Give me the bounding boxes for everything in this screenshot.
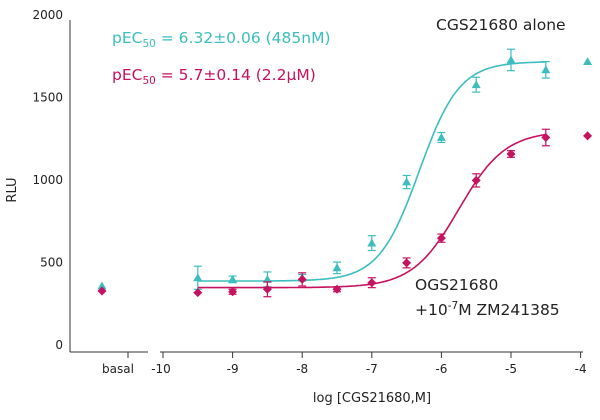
data-point	[583, 57, 593, 65]
series-label-zm-line1: OGS21680	[415, 276, 498, 294]
x-tick-label: -9	[227, 362, 239, 376]
x-tick-label: -6	[435, 362, 447, 376]
pec50-alone-annotation: pEC50 = 6.32±0.06 (485nM)	[112, 29, 331, 50]
y-tick-label: 0	[55, 338, 63, 352]
y-axis-title: RLU	[5, 177, 20, 202]
data-point	[193, 273, 203, 282]
fit-curve	[197, 133, 546, 289]
y-ticks: 0 500 1000 1500 2000	[32, 8, 63, 352]
plot-area	[97, 48, 593, 298]
series-cgs21680-zm241385	[97, 128, 593, 298]
series-label-zm-line2: +10-7M ZM241385	[415, 300, 560, 319]
data-point	[471, 80, 481, 89]
pec50-zm-annotation: pEC50 = 5.7±0.14 (2.2µM)	[112, 66, 316, 87]
data-point	[436, 233, 446, 243]
fit-curve	[197, 61, 546, 282]
data-point	[506, 55, 516, 64]
data-point	[506, 149, 516, 159]
data-point	[228, 274, 238, 283]
x-tick-label: -10	[151, 362, 171, 376]
series-label-alone: CGS21680 alone	[436, 16, 566, 34]
y-tick-label: 500	[40, 256, 63, 270]
y-tick-label: 1000	[32, 173, 63, 187]
data-point	[193, 288, 203, 298]
x-tick-label: -8	[296, 362, 308, 376]
data-point	[436, 133, 446, 141]
series-cgs21680-alone	[97, 48, 593, 290]
data-point	[228, 287, 238, 297]
data-point	[583, 131, 593, 141]
data-point-basal	[97, 286, 107, 296]
data-point	[262, 284, 272, 294]
data-point	[402, 258, 412, 268]
x-ticks: basal -10 -9 -8 -7 -6 -5 -4	[102, 352, 587, 376]
data-point	[471, 175, 481, 185]
data-point	[541, 65, 551, 74]
data-point	[367, 278, 377, 288]
data-point	[367, 238, 377, 247]
x-tick-label: -7	[366, 362, 378, 376]
data-point-basal	[97, 281, 107, 290]
x-tick-label: -5	[505, 362, 517, 376]
y-tick-label: 2000	[32, 8, 63, 22]
data-point	[262, 274, 272, 283]
data-point	[297, 274, 307, 284]
data-point	[332, 263, 342, 272]
x-tick-label: -4	[575, 362, 587, 376]
x-tick-label: basal	[102, 362, 134, 376]
x-axis-title: log [CGS21680,M]	[313, 391, 431, 406]
data-point	[402, 177, 412, 186]
data-point	[541, 133, 551, 142]
y-tick-label: 1500	[32, 91, 63, 105]
data-point	[332, 284, 342, 294]
